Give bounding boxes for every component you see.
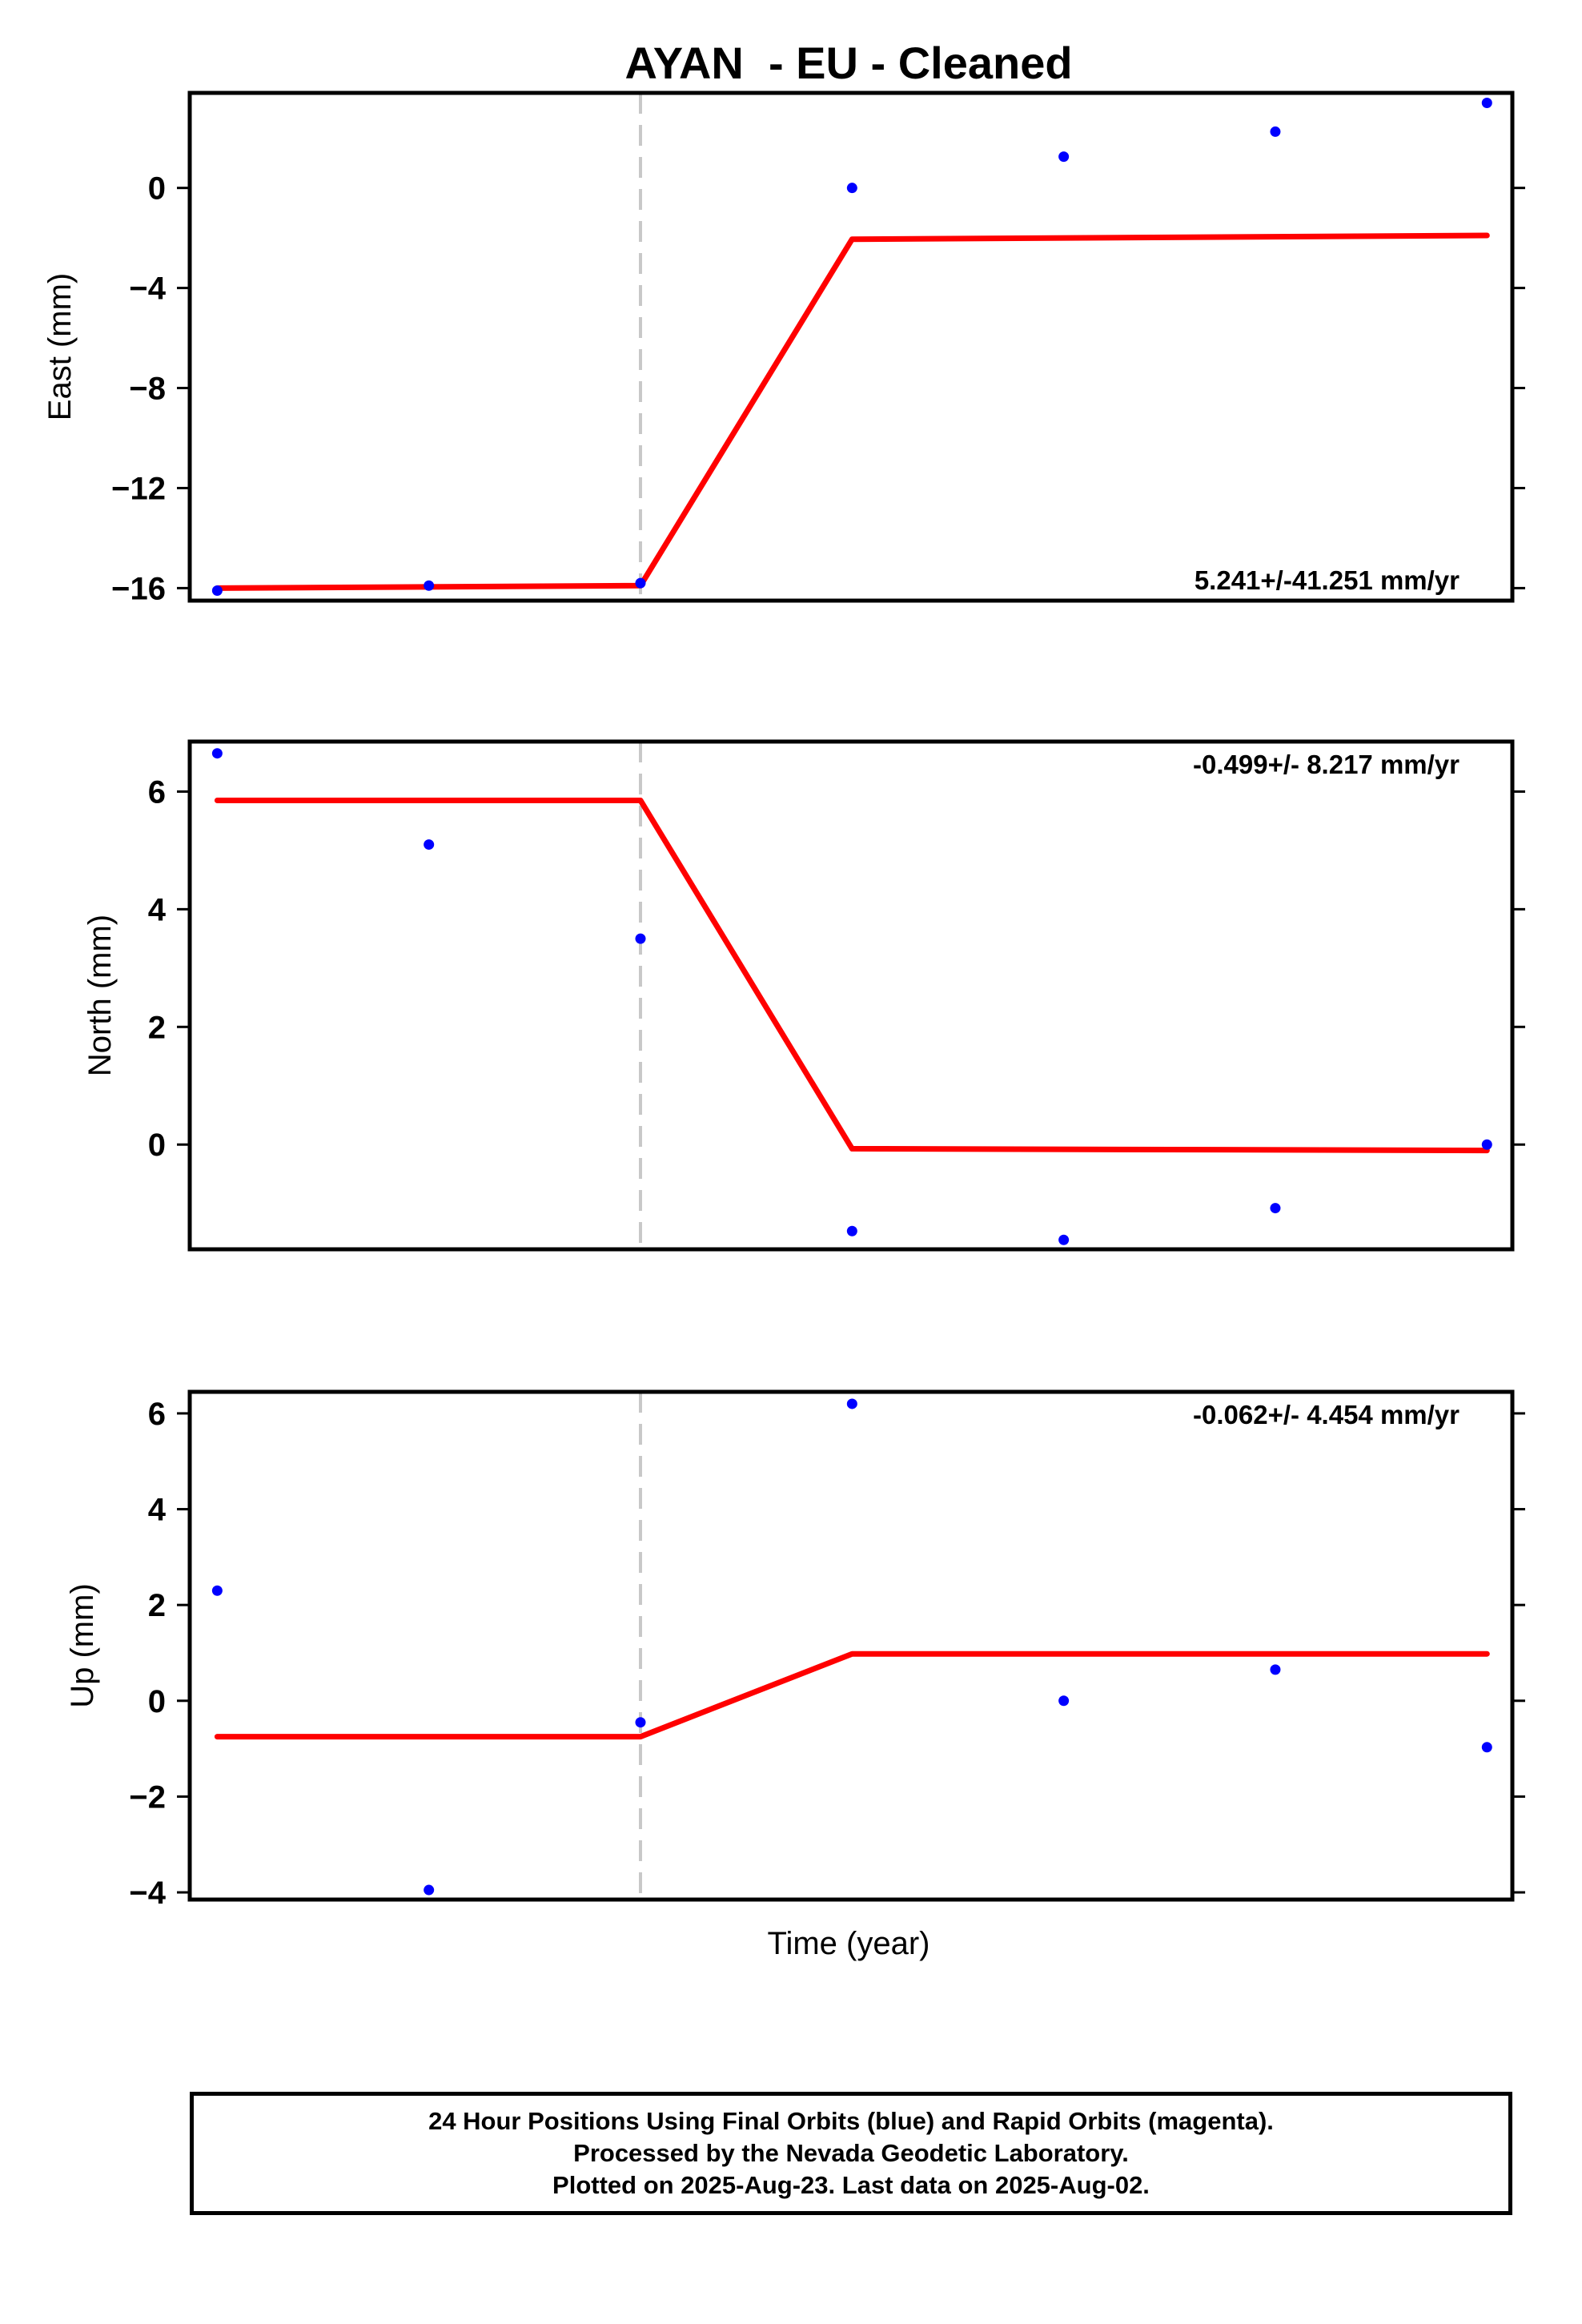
x-axis-label: Time (year) <box>768 1926 930 1961</box>
data-point <box>211 748 223 759</box>
axes-frame <box>187 1389 1515 1902</box>
footer-box: 24 Hour Positions Using Final Orbits (bl… <box>190 2092 1512 2215</box>
y-tick-label: 0 <box>148 1128 166 1163</box>
footer-line-3: Plotted on 2025-Aug-23. Last data on 202… <box>552 2171 1150 2199</box>
data-point <box>1270 1203 1281 1214</box>
rate-annotation: -0.499+/- 8.217 mm/yr <box>1193 750 1460 779</box>
data-point <box>1481 1139 1492 1150</box>
data-point <box>211 585 223 597</box>
y-axis-label: East (mm) <box>42 273 78 420</box>
rate-annotation: -0.062+/- 4.454 mm/yr <box>1193 1400 1460 1429</box>
y-tick-label: 6 <box>148 774 166 810</box>
y-tick-label: −2 <box>129 1779 166 1815</box>
y-tick-label: −16 <box>111 571 166 606</box>
data-point <box>424 1884 435 1896</box>
y-tick-label: −4 <box>129 1876 166 1911</box>
y-axis-label: North (mm) <box>82 915 118 1076</box>
y-tick-label: 6 <box>148 1397 166 1432</box>
axes-frame <box>187 739 1515 1252</box>
data-point <box>424 839 435 850</box>
y-tick-label: 0 <box>148 171 166 207</box>
data-point <box>1270 1664 1281 1675</box>
data-point <box>1481 97 1492 108</box>
model-fit-line <box>214 798 1490 1154</box>
data-point <box>424 580 435 591</box>
data-point <box>1058 1695 1070 1707</box>
data-point <box>846 183 857 194</box>
model-fit-line <box>214 1651 1490 1740</box>
data-point <box>1481 1742 1492 1753</box>
panel-north: 6 4 2 0 North (mm) -0.499+/- 8.217 mm/yr <box>82 739 1525 1252</box>
y-tick-label: 2 <box>148 1010 166 1045</box>
panel-up: 6 4 2 0 −2 −4 Up (mm) -0.062+/- 4.454 mm/yr <box>65 1389 1525 1911</box>
y-tick-label: 0 <box>148 1684 166 1719</box>
data-point <box>1058 1234 1070 1245</box>
rate-annotation: 5.241+/-41.251 mm/yr <box>1195 565 1460 595</box>
y-tick-label: 4 <box>148 1493 167 1528</box>
data-point <box>635 933 646 944</box>
data-point <box>1270 126 1281 137</box>
data-point <box>635 1717 646 1728</box>
axes-frame <box>187 90 1515 603</box>
y-tick-label: 2 <box>148 1588 166 1623</box>
model-fit-line <box>214 232 1490 591</box>
footer-line-1: 24 Hour Positions Using Final Orbits (bl… <box>428 2107 1274 2135</box>
y-tick-label: 4 <box>148 892 167 927</box>
data-point <box>1058 151 1070 163</box>
chart-title: AYAN - EU - Cleaned <box>624 38 1072 88</box>
data-point <box>211 1585 223 1596</box>
y-tick-label: −8 <box>129 372 166 407</box>
data-point <box>635 577 646 589</box>
data-point <box>846 1398 857 1409</box>
y-tick-label: −4 <box>129 271 166 307</box>
y-axis-label: Up (mm) <box>65 1583 100 1708</box>
panel-east: 0 −4 −8 −12 −16 East (mm) 5.241+/-41.251 mm/yr <box>42 90 1525 606</box>
y-tick-label: −12 <box>111 471 166 506</box>
footer-line-2: Processed by the Nevada Geodetic Laborat… <box>573 2139 1129 2167</box>
data-point <box>846 1225 857 1236</box>
